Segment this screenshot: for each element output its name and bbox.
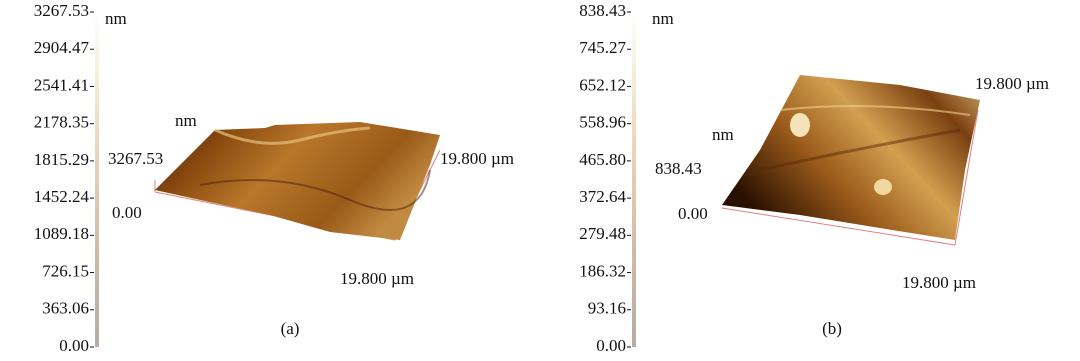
x-extent: 19.800 µm <box>340 269 414 288</box>
surface-b <box>722 75 980 245</box>
colorbar-tick-label: 93.16 <box>588 299 626 318</box>
colorbar-tick-label: 465.80 <box>579 150 626 169</box>
colorbar-tick-label: 0.00 <box>59 336 89 355</box>
colorbar-tick-label: 838.43 <box>579 1 626 20</box>
peak <box>790 113 810 137</box>
colorbar-tick-label: 2904.47 <box>34 38 90 57</box>
caption: (b) <box>822 319 842 338</box>
z-unit: nm <box>175 111 197 130</box>
figure: nm nm 3267.53 0.00 19.800 µm 19.800 µm (… <box>0 0 1080 361</box>
z-min: 0.00 <box>112 203 142 222</box>
colorbar-unit: nm <box>652 9 674 28</box>
colorbar-tick-label: 1089.18 <box>34 224 89 243</box>
y-extent: 19.800 µm <box>975 74 1049 93</box>
colorbar-tick-label: 372.64 <box>579 187 626 206</box>
colorbar-tick-label: 1815.29 <box>34 150 89 169</box>
x-extent: 19.800 µm <box>902 273 976 292</box>
colorbar-tick-label: 2178.35 <box>34 113 89 132</box>
colorbar-tick-label: 652.12 <box>579 75 626 94</box>
colorbar-tick-label: 1452.24 <box>34 187 90 206</box>
colorbar-tick-label: 363.06 <box>42 299 89 318</box>
colorbar-tick-label: 3267.53 <box>34 1 89 20</box>
colorbar-unit: nm <box>105 9 127 28</box>
z-unit: nm <box>712 125 734 144</box>
caption: (a) <box>281 319 300 338</box>
colorbar-tick-label: 0.00 <box>596 336 626 355</box>
surface <box>722 75 980 240</box>
z-max: 3267.53 <box>108 149 163 168</box>
colorbar-tick-label: 2541.41 <box>34 75 89 94</box>
colorbar <box>632 12 636 347</box>
peak <box>874 179 892 195</box>
y-extent: 19.800 µm <box>440 149 514 168</box>
colorbar-tick-label: 186.32 <box>579 261 626 280</box>
z-min: 0.00 <box>678 204 708 223</box>
colorbar-tick-label: 745.27 <box>579 38 626 57</box>
colorbar <box>95 12 99 347</box>
colorbar-tick-label: 279.48 <box>579 224 626 243</box>
colorbar-tick-label: 726.15 <box>42 261 89 280</box>
z-max: 838.43 <box>655 159 702 178</box>
surface-a <box>155 122 440 240</box>
colorbar-tick-label: 558.96 <box>579 113 626 132</box>
